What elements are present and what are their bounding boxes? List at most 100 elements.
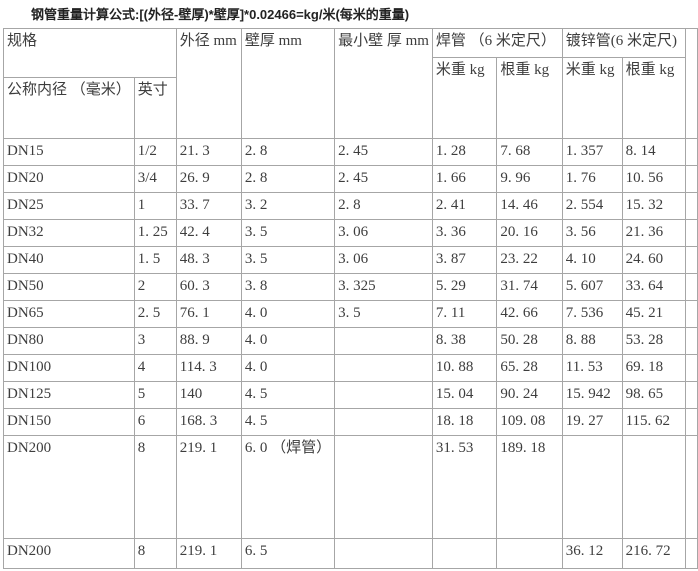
cell-empty	[685, 138, 698, 166]
header-welded-pipe-group: 焊管 （6 米定尺）	[431, 28, 563, 58]
cell-min-wall	[334, 381, 433, 409]
cell-galv-meter-weight	[561, 435, 623, 539]
header-weld-meter-weight: 米重 kg	[431, 57, 498, 139]
cell-empty	[685, 408, 698, 436]
table-row: DN200 8 219. 1 6. 5 36. 12 216. 72	[3, 538, 698, 569]
cell-dn: DN40	[3, 246, 135, 274]
cell-galv-piece-weight: 8. 14	[621, 138, 687, 166]
cell-weld-piece-weight: 189. 18	[496, 435, 563, 539]
cell-od: 60. 3	[175, 273, 242, 301]
table-row: DN50 2 60. 3 3. 8 3. 325 5. 29 31. 74 5.…	[3, 273, 698, 301]
header-outer-diameter: 外径 mm	[175, 28, 242, 139]
cell-dn: DN100	[3, 354, 135, 382]
cell-inch: 8	[133, 538, 177, 569]
cell-empty	[685, 219, 698, 247]
cell-weld-piece-weight: 109. 08	[496, 408, 563, 436]
cell-galv-piece-weight: 69. 18	[621, 354, 687, 382]
cell-min-wall	[334, 327, 433, 355]
cell-min-wall: 3. 325	[334, 273, 433, 301]
cell-empty	[685, 165, 698, 193]
cell-empty	[685, 381, 698, 409]
cell-min-wall: 3. 06	[334, 246, 433, 274]
cell-empty	[685, 327, 698, 355]
cell-empty	[685, 300, 698, 328]
cell-min-wall	[334, 354, 433, 382]
cell-galv-meter-weight: 1. 357	[561, 138, 623, 166]
cell-min-wall: 2. 45	[334, 138, 433, 166]
cell-galv-meter-weight: 5. 607	[561, 273, 623, 301]
cell-min-wall	[334, 408, 433, 436]
cell-empty	[685, 273, 698, 301]
cell-inch: 6	[133, 408, 177, 436]
cell-empty	[685, 192, 698, 220]
cell-dn: DN150	[3, 408, 135, 436]
header-galv-meter-weight: 米重 kg	[561, 57, 623, 139]
cell-galv-piece-weight: 216. 72	[621, 538, 687, 569]
cell-wall: 6. 5	[240, 538, 336, 569]
cell-inch: 8	[133, 435, 177, 539]
cell-weld-meter-weight: 1. 66	[431, 165, 498, 193]
table-row: DN80 3 88. 9 4. 0 8. 38 50. 28 8. 88 53.…	[3, 327, 698, 355]
table-row: DN15 1/2 21. 3 2. 8 2. 45 1. 28 7. 68 1.…	[3, 138, 698, 166]
cell-inch: 1/2	[133, 138, 177, 166]
cell-weld-piece-weight: 7. 68	[496, 138, 563, 166]
cell-galv-piece-weight: 45. 21	[621, 300, 687, 328]
cell-od: 33. 7	[175, 192, 242, 220]
cell-od: 76. 1	[175, 300, 242, 328]
cell-weld-meter-weight: 15. 04	[431, 381, 498, 409]
table-row: DN125 5 140 4. 5 15. 04 90. 24 15. 942 9…	[3, 381, 698, 409]
cell-wall: 3. 8	[240, 273, 336, 301]
cell-wall: 6. 0 （焊管）	[240, 435, 336, 539]
cell-wall: 2. 8	[240, 138, 336, 166]
table-row: DN40 1. 5 48. 3 3. 5 3. 06 3. 87 23. 22 …	[3, 246, 698, 274]
header-inch: 英寸	[133, 77, 177, 139]
cell-weld-piece-weight: 65. 28	[496, 354, 563, 382]
cell-weld-piece-weight: 14. 46	[496, 192, 563, 220]
cell-dn: DN200	[3, 538, 135, 569]
header-spec: 规格	[3, 28, 177, 78]
cell-min-wall	[334, 435, 433, 539]
header-row-2: 米重 kg 根重 kg 米重 kg 根重 kg	[4, 57, 698, 139]
cell-wall: 4. 5	[240, 408, 336, 436]
cell-empty	[685, 435, 698, 539]
cell-galv-meter-weight: 3. 56	[561, 219, 623, 247]
cell-weld-piece-weight: 23. 22	[496, 246, 563, 274]
cell-wall: 3. 5	[240, 246, 336, 274]
header-min-wall-thickness: 最小壁 厚 mm	[334, 28, 433, 139]
cell-weld-piece-weight: 20. 16	[496, 219, 563, 247]
cell-od: 219. 1	[175, 435, 242, 539]
cell-empty	[685, 354, 698, 382]
cell-inch: 1	[133, 192, 177, 220]
cell-dn: DN20	[3, 165, 135, 193]
cell-weld-meter-weight: 10. 88	[431, 354, 498, 382]
cell-weld-meter-weight	[431, 538, 498, 569]
cell-od: 48. 3	[175, 246, 242, 274]
cell-inch: 1. 5	[133, 246, 177, 274]
cell-galv-piece-weight: 24. 60	[621, 246, 687, 274]
table-row: DN25 1 33. 7 3. 2 2. 8 2. 41 14. 46 2. 5…	[3, 192, 698, 220]
cell-wall: 3. 5	[240, 219, 336, 247]
cell-od: 42. 4	[175, 219, 242, 247]
cell-od: 114. 3	[175, 354, 242, 382]
cell-weld-piece-weight	[496, 538, 563, 569]
table-row: DN65 2. 5 76. 1 4. 0 3. 5 7. 11 42. 66 7…	[3, 300, 698, 328]
header-weld-piece-weight: 根重 kg	[496, 57, 563, 139]
cell-galv-piece-weight: 21. 36	[621, 219, 687, 247]
table-row: DN100 4 114. 3 4. 0 10. 88 65. 28 11. 53…	[3, 354, 698, 382]
table-row: DN150 6 168. 3 4. 5 18. 18 109. 08 19. 2…	[3, 408, 698, 436]
cell-dn: DN32	[3, 219, 135, 247]
cell-weld-meter-weight: 8. 38	[431, 327, 498, 355]
header-galv-piece-weight: 根重 kg	[621, 57, 687, 139]
cell-galv-meter-weight: 2. 554	[561, 192, 623, 220]
cell-od: 168. 3	[175, 408, 242, 436]
header-row-3: 公称内径 （毫米） 英寸	[3, 77, 698, 139]
cell-galv-piece-weight: 33. 64	[621, 273, 687, 301]
table-row: DN32 1. 25 42. 4 3. 5 3. 06 3. 36 20. 16…	[3, 219, 698, 247]
cell-weld-meter-weight: 3. 36	[431, 219, 498, 247]
cell-dn: DN25	[3, 192, 135, 220]
cell-galv-meter-weight: 8. 88	[561, 327, 623, 355]
header-row-1: 规格 外径 mm 壁厚 mm 最小壁 厚 mm 焊管 （6 米定尺） 镀锌管(6…	[3, 28, 698, 139]
cell-galv-meter-weight: 15. 942	[561, 381, 623, 409]
cell-inch: 3	[133, 327, 177, 355]
